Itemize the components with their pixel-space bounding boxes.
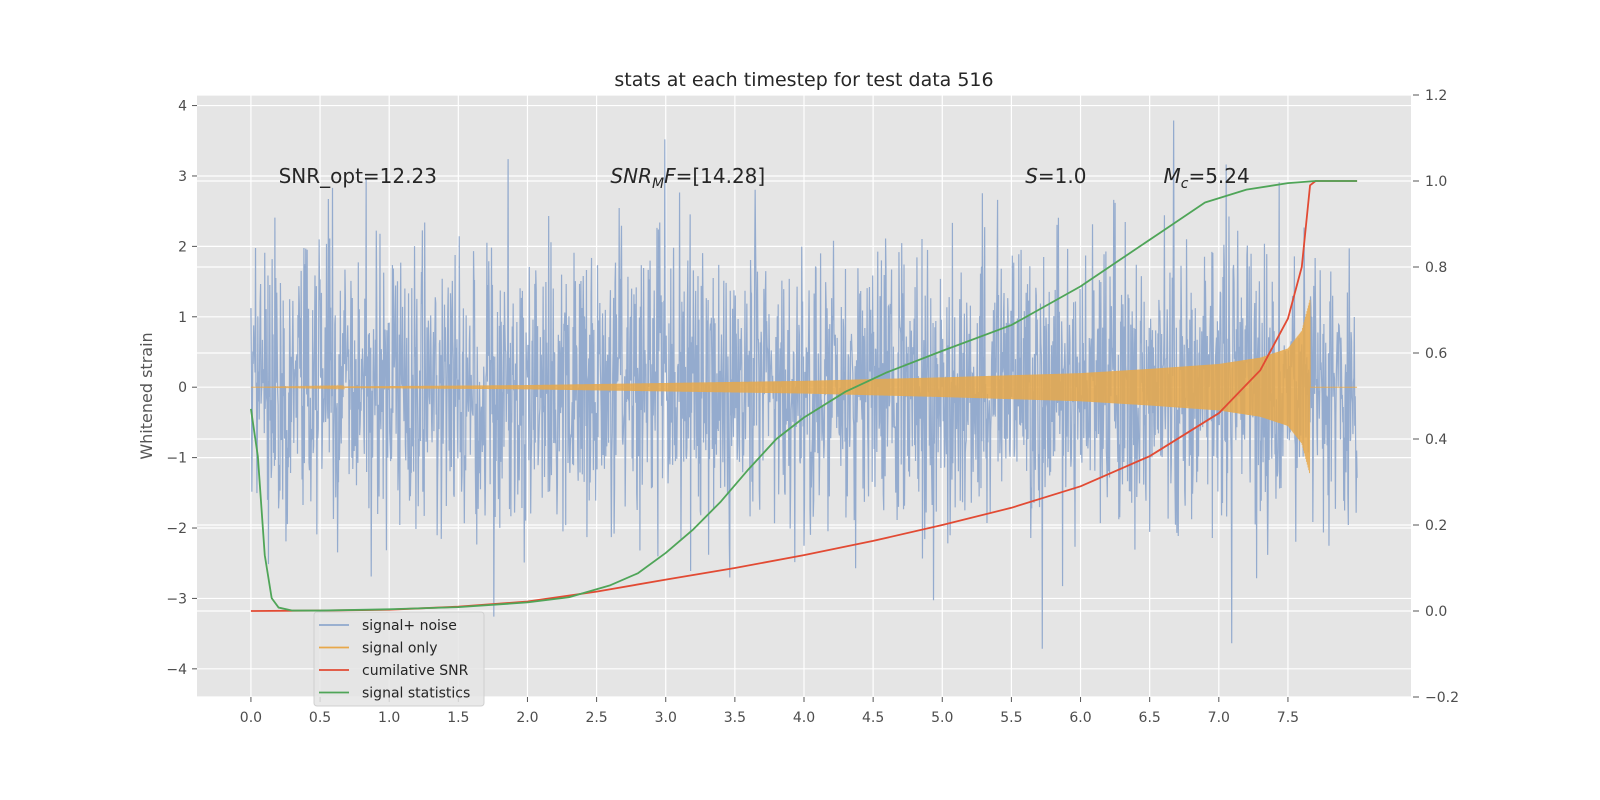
chart-title: stats at each timestep for test data 516 bbox=[614, 69, 993, 91]
x-tick-label: 6.0 bbox=[1069, 710, 1091, 726]
series-layer bbox=[250, 120, 1358, 649]
y2-tick-label: 1.2 bbox=[1425, 88, 1447, 104]
legend: signal+ noise signal only cumilative SNR si… bbox=[313, 611, 485, 707]
y-tick-label: −1 bbox=[166, 451, 187, 467]
x-tick-label: 4.5 bbox=[862, 710, 884, 726]
y2-tick-label: 0.8 bbox=[1425, 260, 1447, 276]
series-signal-statistics bbox=[250, 180, 1358, 612]
annotation: S=1.0 bbox=[1025, 164, 1086, 188]
y-tick-label: −3 bbox=[166, 591, 187, 607]
x-tick-label: 2.5 bbox=[585, 710, 607, 726]
x-tick-label: 3.5 bbox=[724, 710, 746, 726]
x-tick-label: 4.0 bbox=[793, 710, 815, 726]
y-tick-label: 2 bbox=[178, 239, 187, 255]
annotations: SNR_opt=12.23 SNRMF=[14.28] S=1.0 Mc=5.24 bbox=[279, 164, 1250, 192]
annotation: SNRMF=[14.28] bbox=[610, 164, 765, 192]
legend-label: signal statistics bbox=[362, 686, 470, 702]
y-tick-label: 1 bbox=[178, 310, 187, 326]
x-tick-label: 1.5 bbox=[447, 710, 469, 726]
x-tick-label: 5.5 bbox=[1000, 710, 1022, 726]
axes: 0.0 0.5 1.0 1.5 2.0 2.5 3.0 3.5 4.0 4.5 5.0 5.5 6.0 6… bbox=[166, 88, 1459, 726]
y2-tick-label: 0.2 bbox=[1425, 518, 1447, 534]
x-tick-label: 0.0 bbox=[240, 710, 262, 726]
line-trace bbox=[250, 180, 1358, 612]
x-tick-label: 7.0 bbox=[1208, 710, 1230, 726]
x-tick-label: 6.5 bbox=[1139, 710, 1161, 726]
x-tick-label: 2.0 bbox=[516, 710, 538, 726]
x-tick-label: 7.5 bbox=[1277, 710, 1299, 726]
legend-label: signal only bbox=[362, 641, 437, 657]
signal-trace bbox=[250, 299, 1358, 474]
y-axis-label: Whitened strain bbox=[137, 332, 156, 459]
legend-label: signal+ noise bbox=[362, 618, 457, 634]
y2-tick-label: 0.6 bbox=[1425, 346, 1447, 362]
x-tick-label: 0.5 bbox=[309, 710, 331, 726]
y-tick-label: 3 bbox=[178, 169, 187, 185]
y-tick-label: −4 bbox=[166, 662, 187, 678]
y2-tick-label: 0.0 bbox=[1425, 604, 1447, 620]
series-signal-only bbox=[250, 299, 1358, 474]
x-tick-label: 5.0 bbox=[931, 710, 953, 726]
x-tick-label: 3.0 bbox=[655, 710, 677, 726]
legend-label: cumilative SNR bbox=[362, 663, 469, 679]
y-tick-label: 4 bbox=[178, 99, 187, 115]
y2-tick-label: 1.0 bbox=[1425, 174, 1447, 190]
annotation: SNR_opt=12.23 bbox=[279, 164, 437, 188]
annotation: Mc=5.24 bbox=[1163, 164, 1249, 192]
x-tick-label: 1.0 bbox=[378, 710, 400, 726]
y-tick-label: −2 bbox=[166, 521, 187, 537]
y2-tick-label: 0.4 bbox=[1425, 432, 1447, 448]
legend-box bbox=[313, 611, 485, 707]
y2-tick-label: −0.2 bbox=[1425, 690, 1459, 706]
y-tick-label: 0 bbox=[178, 380, 187, 396]
